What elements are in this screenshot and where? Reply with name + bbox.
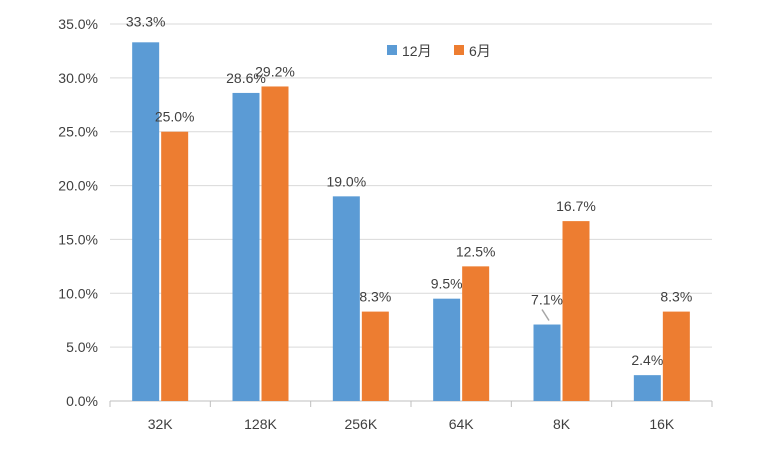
y-tick-label: 5.0%: [66, 339, 98, 355]
data-label: 28.6%: [226, 70, 266, 86]
data-label: 29.2%: [255, 63, 295, 79]
data-label: 2.4%: [631, 352, 663, 368]
bar-jun: [361, 311, 389, 401]
bar-dec: [433, 298, 461, 401]
bar-jun: [462, 266, 490, 401]
legend-label: 6月: [469, 43, 491, 59]
bar-dec: [232, 92, 260, 402]
bar-dec: [633, 375, 661, 401]
bar-jun: [161, 131, 189, 401]
y-tick-label: 35.0%: [58, 16, 98, 32]
x-tick-label: 64K: [449, 416, 475, 432]
bar-jun: [261, 86, 289, 401]
label-leader-line: [541, 309, 550, 321]
data-label: 19.0%: [326, 173, 366, 189]
y-tick-label: 20.0%: [58, 178, 98, 194]
data-label: 9.5%: [431, 276, 463, 292]
data-label: 25.0%: [155, 109, 195, 125]
y-tick-label: 10.0%: [58, 285, 98, 301]
x-tick-label: 128K: [244, 416, 277, 432]
legend-label: 12月: [402, 43, 432, 59]
x-tick-label: 256K: [344, 416, 377, 432]
legend-swatch-dec: [387, 45, 397, 55]
y-tick-label: 0.0%: [66, 393, 98, 409]
bar-dec: [132, 42, 160, 401]
y-tick-label: 30.0%: [58, 70, 98, 86]
x-tick-label: 32K: [148, 416, 174, 432]
y-tick-label: 25.0%: [58, 124, 98, 140]
bar-dec: [533, 324, 561, 401]
legend-swatch-jun: [454, 45, 464, 55]
data-label: 8.3%: [359, 289, 391, 305]
data-label: 8.3%: [660, 289, 692, 305]
bar-jun: [662, 311, 690, 401]
bar-jun: [562, 221, 590, 401]
y-tick-label: 15.0%: [58, 231, 98, 247]
x-tick-label: 8K: [553, 416, 571, 432]
x-tick-label: 16K: [649, 416, 675, 432]
data-label: 33.3%: [126, 13, 166, 29]
data-label: 12.5%: [456, 243, 496, 259]
data-label: 16.7%: [556, 198, 596, 214]
data-label: 7.1%: [531, 292, 563, 308]
bar-dec: [332, 196, 360, 401]
